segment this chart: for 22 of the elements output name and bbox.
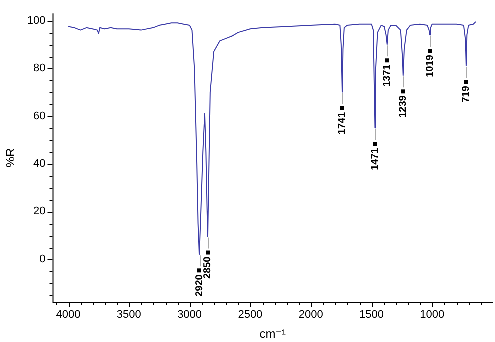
x-axis-title: cm⁻¹ xyxy=(260,327,286,342)
x-tick-label: 1000 xyxy=(420,309,445,322)
x-tick-label: 2000 xyxy=(298,309,324,322)
annotation: 1019 xyxy=(424,54,436,78)
x-tick-label: 4000 xyxy=(56,309,81,322)
annotation: 1371 xyxy=(382,64,394,87)
x-tick-label: 3500 xyxy=(116,309,142,322)
y-tick-label: 40 xyxy=(34,158,46,170)
x-tick-label: 2500 xyxy=(238,309,263,322)
y-tick-label: 80 xyxy=(34,62,46,75)
annotation: 2850 xyxy=(202,256,214,280)
x-tick-label: 3000 xyxy=(178,309,202,322)
annotation: 1471 xyxy=(370,148,381,170)
annotation: 719 xyxy=(461,86,472,103)
y-tick-label: 60 xyxy=(34,110,46,122)
y-tick-label: 100 xyxy=(27,14,46,27)
y-axis-title: %R xyxy=(4,148,18,168)
annotation: 1741 xyxy=(337,112,348,135)
y-tick-label: 20 xyxy=(34,206,46,218)
y-tick-label: 0 xyxy=(40,253,46,266)
x-tick-label: 1500 xyxy=(359,309,384,322)
annotation: 1239 xyxy=(398,95,410,118)
